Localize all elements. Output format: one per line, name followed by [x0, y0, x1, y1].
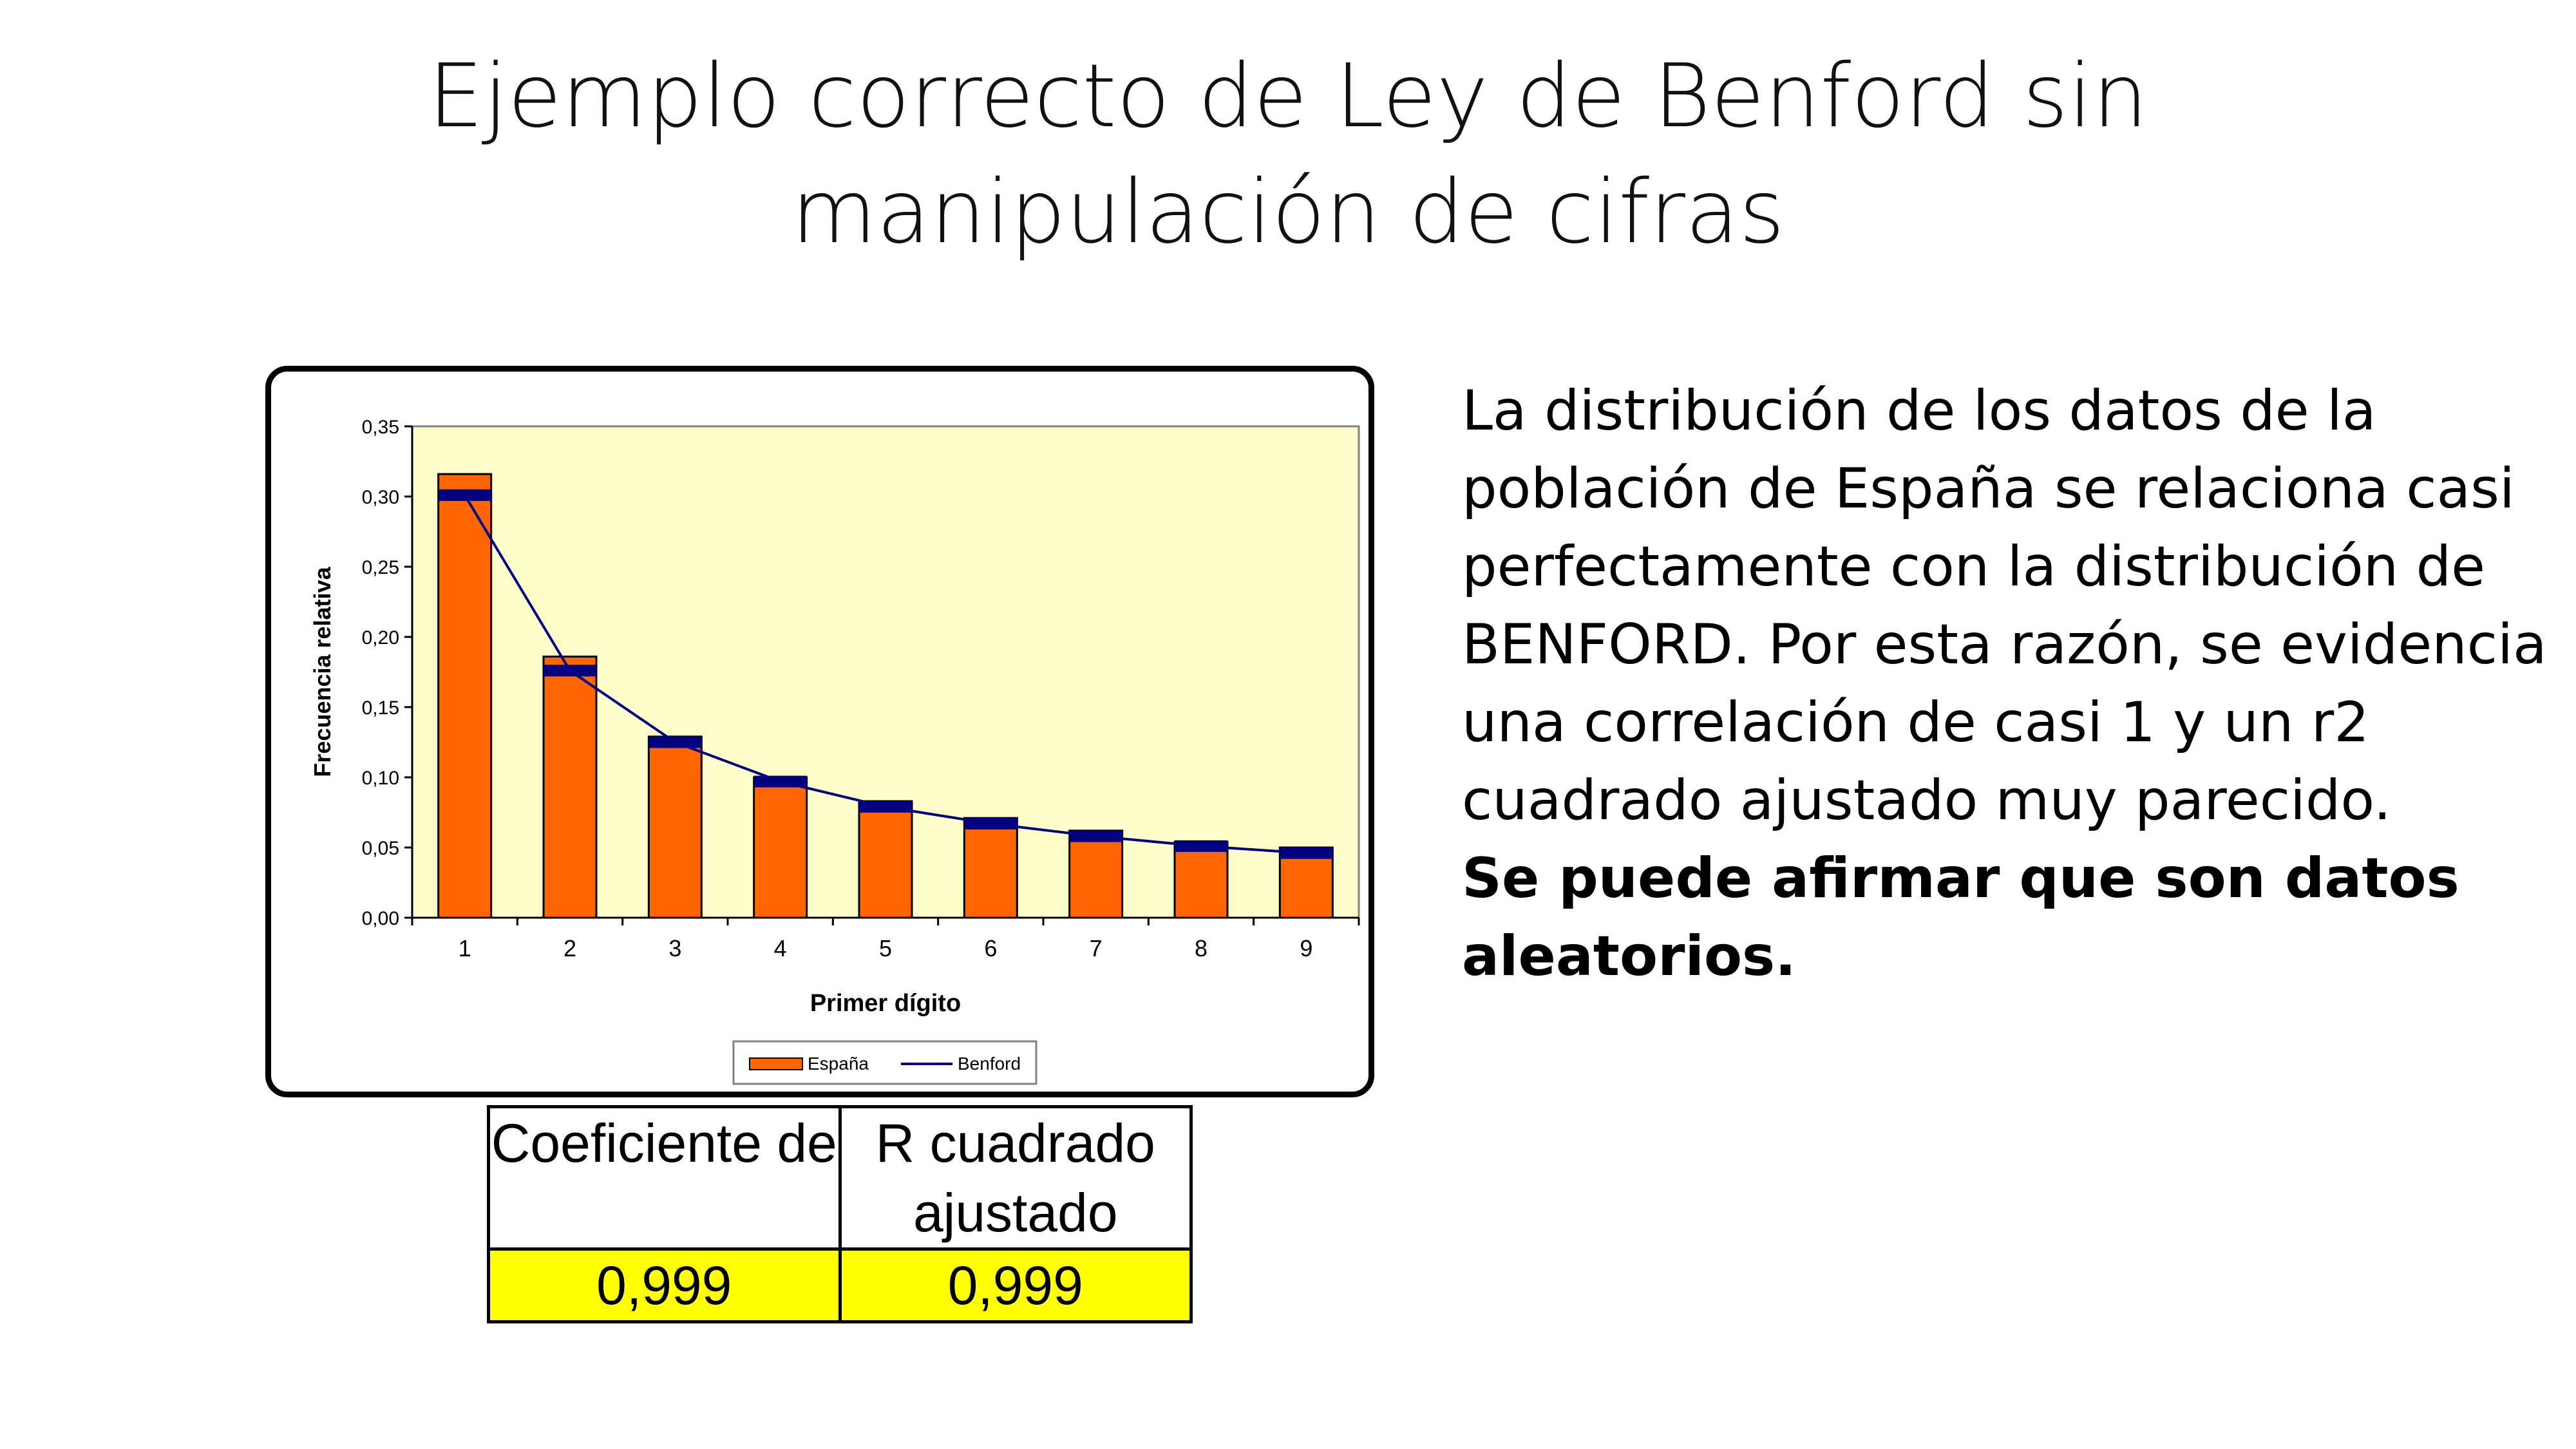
benford-marker	[1175, 840, 1227, 852]
legend-label-benford: Benford	[958, 1054, 1021, 1074]
y-axis-title: Frecuencia relativa	[309, 566, 336, 777]
stats-header-correlation: Coeficiente de	[487, 1105, 842, 1251]
stats-table: Coeficiente de R cuadrado ajustado 0,999…	[487, 1105, 1193, 1323]
benford-marker	[859, 800, 912, 813]
x-tick-label: 3	[668, 935, 681, 961]
bar-espana	[858, 800, 913, 919]
benford-chart: 0,00 0,05 0,10 0,15 0,20 0,25 0,30 0,35 1 2 3 4 5 6 7 8…	[309, 417, 1360, 1085]
chart-frame: 0,00 0,05 0,10 0,15 0,20 0,25 0,30 0,35 1 2 3 4 5 6 7 8…	[265, 366, 1374, 1097]
x-tick-label: 7	[1090, 935, 1103, 961]
benford-marker	[1280, 847, 1333, 859]
slide-title: Ejemplo correcto de Ley de Benford sin m…	[0, 39, 2576, 270]
bar-espana	[1173, 840, 1229, 919]
stats-value-r-squared: 0,999	[838, 1247, 1193, 1323]
y-tick-label: 0,00	[362, 908, 399, 929]
bar-espana	[437, 473, 493, 919]
stats-header-r-squared: R cuadrado ajustado	[838, 1105, 1193, 1251]
benford-marker	[964, 817, 1018, 829]
benford-marker	[753, 775, 807, 788]
benford-marker	[649, 736, 702, 748]
x-tick-label: 9	[1300, 935, 1312, 961]
y-tick-label: 0,10	[362, 768, 399, 789]
y-tick-label: 0,20	[362, 627, 399, 649]
body-paragraph: La distribución de los datos de la pobla…	[1462, 379, 2547, 833]
slide-title-line-1: Ejemplo correcto de Ley de Benford sin	[428, 46, 2148, 147]
x-tick-label: 5	[879, 935, 892, 961]
x-tick-label: 4	[774, 935, 787, 961]
bar-espana	[1068, 829, 1124, 919]
bar-espana	[963, 817, 1018, 919]
slide-title-line-2: manipulación de cifras	[791, 162, 1785, 263]
y-tick-label: 0,15	[362, 697, 399, 719]
slide-body-text: La distribución de los datos de la pobla…	[1462, 372, 2550, 996]
x-tick-label: 6	[984, 935, 997, 961]
benford-marker	[438, 489, 491, 501]
legend-label-espana: España	[808, 1054, 869, 1074]
bar-espana	[647, 735, 703, 919]
x-tick-label: 1	[459, 935, 471, 961]
y-tick-label: 0,05	[362, 838, 399, 859]
benford-marker	[1069, 830, 1122, 842]
stats-header-row: Coeficiente de R cuadrado ajustado	[487, 1105, 1193, 1251]
legend-swatch-espana	[749, 1057, 803, 1070]
x-axis-title: Primer dígito	[810, 990, 961, 1017]
benford-marker	[544, 665, 596, 677]
y-tick-label: 0,35	[362, 417, 399, 438]
stats-value-correlation: 0,999	[487, 1247, 842, 1323]
y-tick-label: 0,25	[362, 557, 399, 578]
stats-value-row: 0,999 0,999	[487, 1247, 1193, 1323]
x-tick-label: 8	[1195, 935, 1208, 961]
bar-espana	[753, 776, 808, 919]
x-tick-label: 2	[564, 935, 576, 961]
bar-espana	[542, 656, 598, 919]
y-tick-label: 0,30	[362, 487, 399, 508]
body-emphasis: Se puede afirmar que son datos aleatorio…	[1462, 846, 2459, 989]
